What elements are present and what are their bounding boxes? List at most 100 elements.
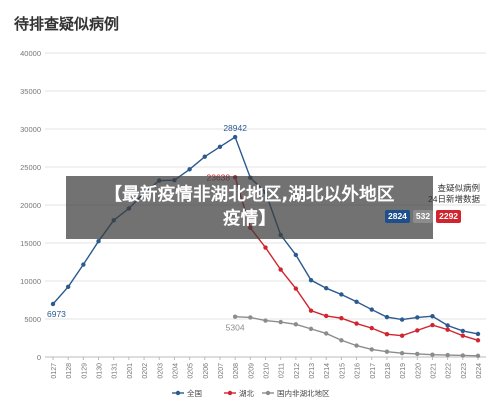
series-0-point-3 <box>96 238 101 244</box>
series-0-point-2 <box>81 262 86 267</box>
series-2-point-11 <box>399 351 405 356</box>
y-tick-label-0: 0 <box>37 353 41 362</box>
x-tick-label-23: 0219 <box>400 363 407 379</box>
series-2-point-6 <box>324 331 329 336</box>
y-tick-label-2: 10000 <box>20 277 41 286</box>
y-tick-label-8: 40000 <box>20 49 41 58</box>
x-tick-label-0: 0127 <box>51 363 58 379</box>
x-tick-label-22: 0218 <box>385 363 392 379</box>
series-1-point-3 <box>278 267 283 272</box>
series-1-point-13 <box>430 322 435 328</box>
series-2-point-4 <box>293 322 299 327</box>
legend-marker-0 <box>175 390 181 396</box>
x-tick-label-27: 0223 <box>461 363 468 379</box>
x-tick-label-10: 0206 <box>203 363 210 379</box>
series-0-point-22 <box>384 314 390 320</box>
callout-title-line-2: 24日新增数据 <box>428 194 480 204</box>
series-0-point-28 <box>475 331 481 337</box>
series-0-point-0 <box>50 301 56 307</box>
series-0-point-25 <box>430 314 435 319</box>
legend-marker-2 <box>265 390 271 396</box>
series-2-point-2 <box>263 318 268 323</box>
series-1-point-4 <box>293 286 299 291</box>
x-tick-label-1: 0128 <box>66 363 73 379</box>
y-tick-label-1: 5000 <box>24 315 41 324</box>
chart-title: 待排查疑似病例 <box>14 16 120 33</box>
series-1-point-16 <box>475 338 481 343</box>
series-0-point-18 <box>324 285 329 291</box>
series-1-point-2 <box>263 245 268 250</box>
series-2-point-15 <box>460 353 466 358</box>
series-0-point-21 <box>369 307 374 312</box>
series-1-point-7 <box>339 316 344 321</box>
headline-line-1: 【最新疫情非湖北地区,湖北以外地区 <box>104 185 395 205</box>
series-2-point-5 <box>308 326 314 332</box>
series-0-point-27 <box>460 328 466 334</box>
badge-non-hubei: 532 <box>412 210 434 223</box>
x-tick-label-19: 0215 <box>339 363 346 379</box>
series-2-point-9 <box>369 347 374 352</box>
series-0-point-23 <box>399 317 405 322</box>
headline-banner <box>66 176 433 239</box>
series-0-point-19 <box>339 292 344 297</box>
legend-label-1: 湖北 <box>239 389 254 398</box>
x-tick-label-18: 0214 <box>324 363 331 379</box>
series-0-point-26 <box>445 323 450 328</box>
x-tick-label-16: 0212 <box>294 363 301 379</box>
badge-hubei: 2292 <box>436 210 462 223</box>
series-1-point-9 <box>369 325 374 331</box>
legend-marker-1 <box>227 390 233 396</box>
series-2-point-13 <box>430 352 435 357</box>
legend-label-2: 国内非湖北地区 <box>277 388 330 398</box>
x-tick-label-14: 0210 <box>264 363 271 379</box>
headline-text[interactable]: 【最新疫情非湖北地区,湖北以外地区 疫情】 <box>66 183 433 231</box>
x-tick-label-2: 0129 <box>81 363 88 379</box>
x-tick-label-28: 0224 <box>476 363 483 379</box>
series-1-point-8 <box>354 321 359 326</box>
y-tick-label-3: 15000 <box>20 239 41 248</box>
x-tick-label-24: 0220 <box>415 363 422 379</box>
data-label-non-hubei-first: 5304 <box>226 323 245 333</box>
series-0-point-17 <box>308 277 314 283</box>
badge-national: 2824 <box>385 210 410 223</box>
callout-title-line-1: 查疑似病例 <box>437 183 480 193</box>
x-tick-label-4: 0131 <box>112 363 119 379</box>
series-0-point-20 <box>354 299 359 304</box>
y-tick-label-6: 30000 <box>20 125 41 134</box>
series-2-point-3 <box>278 319 283 325</box>
x-tick-label-5: 0201 <box>127 363 134 379</box>
series-2-point-10 <box>384 349 390 354</box>
x-tick-label-8: 0204 <box>172 363 179 379</box>
headline-line-2: 疫情】 <box>222 209 277 229</box>
x-tick-label-25: 0221 <box>430 363 437 379</box>
series-1-point-10 <box>384 332 390 337</box>
legend-label-0: 全国 <box>187 388 202 398</box>
x-tick-label-20: 0216 <box>355 363 362 379</box>
callout-title: 查疑似病例 24日新增数据 <box>390 183 480 205</box>
series-1-point-15 <box>460 333 466 338</box>
series-1-point-5 <box>308 308 314 313</box>
series-1-point-11 <box>399 333 405 338</box>
series-0-point-24 <box>415 315 420 320</box>
series-2-point-1 <box>248 315 253 320</box>
data-label-national-first: 6973 <box>47 309 66 319</box>
y-tick-label-5: 25000 <box>20 163 41 172</box>
series-0-point-12 <box>232 134 238 140</box>
series-2-point-16 <box>475 353 481 359</box>
series-0-point-1 <box>65 284 71 289</box>
series-2-point-8 <box>354 343 359 348</box>
series-0-point-9 <box>187 167 192 172</box>
series-1-point-12 <box>415 328 420 333</box>
series-1-point-6 <box>324 313 329 319</box>
x-tick-label-9: 0205 <box>188 363 195 379</box>
y-tick-label-7: 35000 <box>20 87 41 96</box>
x-tick-label-26: 0222 <box>446 363 453 379</box>
x-tick-label-7: 0203 <box>157 363 164 379</box>
data-label-national-peak: 28942 <box>223 123 247 133</box>
x-tick-label-3: 0130 <box>97 363 104 379</box>
series-0-point-10 <box>202 154 207 159</box>
x-tick-label-6: 0202 <box>142 363 149 379</box>
x-tick-label-11: 0207 <box>218 363 225 379</box>
series-0-point-11 <box>217 144 223 150</box>
callout-badges: 2824 532 2292 <box>385 210 462 223</box>
